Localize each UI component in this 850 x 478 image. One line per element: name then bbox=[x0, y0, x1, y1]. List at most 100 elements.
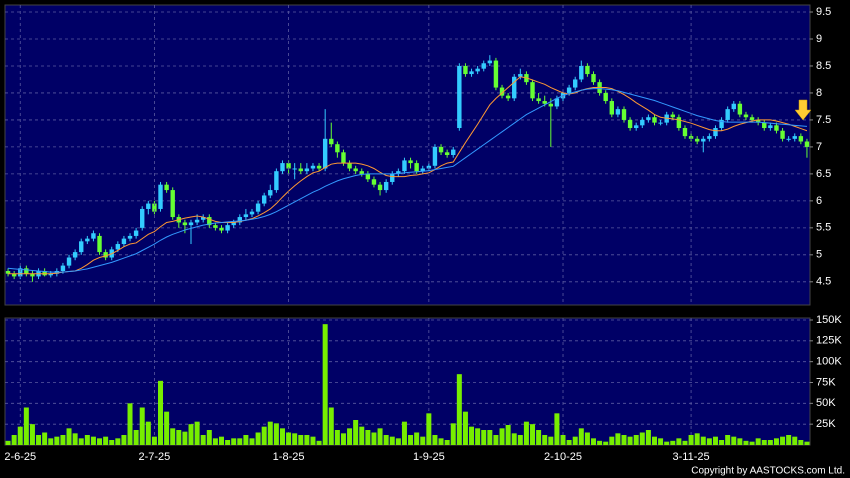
candle-body bbox=[280, 163, 285, 172]
volume-bar bbox=[78, 438, 84, 445]
volume-bar bbox=[633, 435, 639, 445]
volume-bar bbox=[310, 436, 316, 445]
volume-bar bbox=[493, 435, 499, 445]
volume-bar bbox=[456, 374, 462, 445]
y-tick-label: 4.5 bbox=[816, 276, 831, 288]
volume-bar bbox=[389, 436, 395, 445]
volume-bar bbox=[90, 436, 96, 445]
candle-body bbox=[627, 119, 633, 129]
candle-body bbox=[268, 190, 273, 196]
volume-bar bbox=[5, 440, 11, 445]
volume-bar bbox=[401, 421, 407, 445]
volume-bar bbox=[560, 435, 566, 445]
candle-body bbox=[298, 168, 303, 172]
candle-body bbox=[402, 160, 407, 172]
volume-bar bbox=[194, 421, 200, 445]
candle-body bbox=[359, 171, 364, 174]
volume-bar bbox=[267, 421, 273, 445]
candle-body bbox=[188, 222, 194, 226]
candle-body bbox=[554, 98, 560, 107]
volume-bar bbox=[743, 440, 749, 445]
volume-bar bbox=[23, 407, 29, 445]
volume-bar bbox=[517, 435, 523, 445]
candle-body bbox=[152, 203, 157, 212]
y-tick-label: 100K bbox=[816, 356, 842, 368]
x-tick-label: 3-11-25 bbox=[673, 451, 710, 463]
candle-body bbox=[66, 257, 72, 266]
candle-body bbox=[5, 271, 11, 274]
volume-bar bbox=[243, 435, 249, 445]
volume-bar bbox=[542, 435, 548, 445]
candle-body bbox=[499, 87, 505, 96]
volume-bar bbox=[383, 435, 389, 445]
candle-body bbox=[585, 65, 590, 75]
volume-bar bbox=[261, 426, 267, 445]
candle-body bbox=[30, 273, 35, 277]
volume-bar bbox=[706, 438, 712, 445]
volume-bar bbox=[530, 424, 536, 445]
candle-body bbox=[475, 68, 480, 72]
candle-body bbox=[286, 163, 291, 169]
volume-bar bbox=[255, 432, 261, 445]
candle-body bbox=[719, 119, 724, 129]
volume-bar bbox=[603, 441, 609, 445]
marker-arrow bbox=[794, 99, 812, 121]
volume-bar bbox=[237, 438, 243, 445]
volume-bar bbox=[737, 438, 743, 445]
candle-body bbox=[79, 241, 84, 253]
volume-bar bbox=[444, 440, 450, 445]
volume-bar bbox=[676, 438, 682, 445]
candle-body bbox=[194, 219, 200, 223]
volume-bar bbox=[798, 440, 804, 445]
candle-body bbox=[201, 217, 206, 220]
candle-body bbox=[707, 136, 712, 139]
candle-body bbox=[518, 74, 523, 77]
volume-bar bbox=[127, 403, 133, 445]
candle-body bbox=[127, 235, 133, 239]
candle-body bbox=[457, 65, 462, 129]
volume-bar bbox=[36, 435, 42, 445]
candle-body bbox=[335, 144, 340, 153]
volume-bar bbox=[597, 440, 603, 445]
candle-body bbox=[432, 146, 438, 166]
volume-bar bbox=[188, 424, 194, 445]
volume-bar bbox=[145, 421, 151, 445]
volume-bar bbox=[115, 438, 121, 445]
candle-body bbox=[243, 214, 249, 218]
candle-body bbox=[304, 168, 310, 172]
volume-bar bbox=[249, 438, 255, 445]
candle-body bbox=[365, 173, 371, 180]
volume-bar bbox=[414, 432, 420, 445]
volume-bar bbox=[572, 436, 578, 445]
volume-bar bbox=[121, 435, 127, 445]
volume-bar bbox=[651, 436, 657, 445]
volume-bar bbox=[688, 435, 694, 445]
candle-body bbox=[60, 265, 66, 272]
volume-bar bbox=[682, 440, 688, 445]
candle-body bbox=[713, 128, 718, 137]
volume-bar bbox=[731, 436, 737, 445]
volume-bar bbox=[578, 428, 584, 445]
candle-body bbox=[115, 244, 121, 250]
candle-body bbox=[24, 268, 29, 274]
volume-bar bbox=[438, 438, 444, 445]
candle-body bbox=[621, 109, 627, 120]
volume-bar bbox=[658, 438, 664, 445]
volume-bar bbox=[432, 435, 438, 445]
volume-bar bbox=[469, 426, 475, 445]
volume-bar bbox=[591, 438, 597, 445]
x-tick-label: 2-10-25 bbox=[544, 451, 582, 463]
candle-body bbox=[786, 138, 791, 140]
y-tick-label: 5.5 bbox=[816, 222, 831, 234]
candle-body bbox=[566, 87, 572, 93]
x-tick-label: 2-6-25 bbox=[4, 451, 36, 463]
candle-body bbox=[329, 138, 334, 145]
volume-bar bbox=[780, 436, 786, 445]
candle-body bbox=[743, 114, 749, 118]
volume-bar bbox=[804, 441, 810, 445]
volume-bar bbox=[523, 421, 529, 445]
volume-bar bbox=[84, 435, 90, 445]
candle-body bbox=[548, 103, 554, 107]
candle-body bbox=[341, 152, 346, 164]
